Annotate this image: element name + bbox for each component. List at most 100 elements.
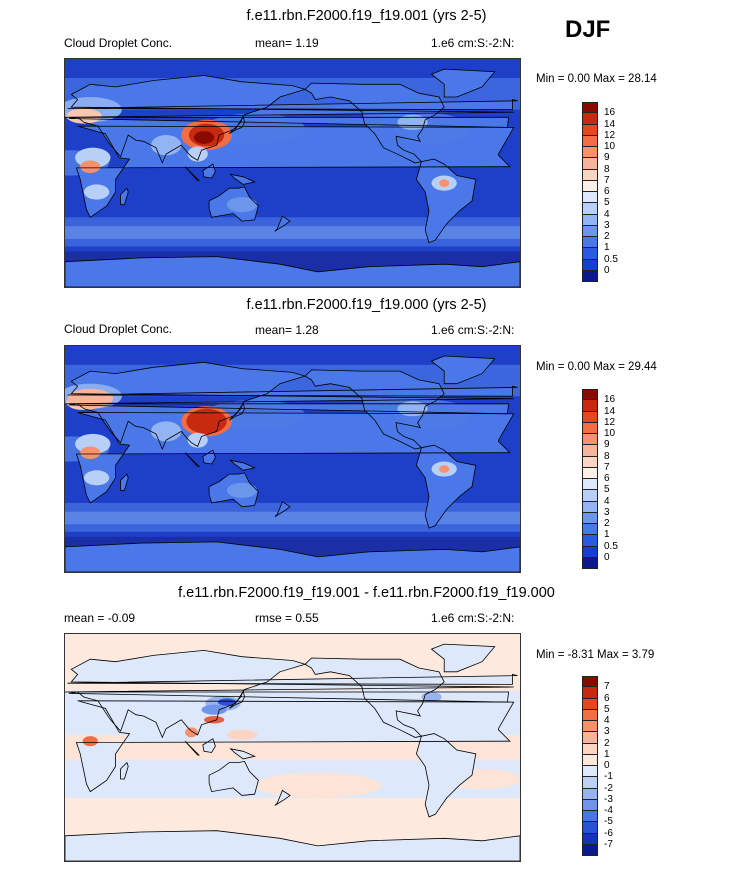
colorbar-label: 5 [604,703,610,715]
colorbar-label: 4 [604,715,610,726]
colorbar-swatch [582,214,598,226]
colorbar-label: 8 [604,163,610,175]
colorbar-swatch [582,811,598,823]
panel1-mean-label: mean= 1.19 [255,36,319,50]
colorbar-label: 6 [604,473,610,484]
colorbar-swatch [582,467,598,479]
colorbar-swatch [582,456,598,468]
colorbar-label: 0 [604,551,610,563]
panel1-minmax: Min = 0.00 Max = 28.14 [536,73,657,85]
colorbar-swatch [582,445,598,457]
panel3-rmse-label: rmse = 0.55 [255,611,319,625]
panel1-colorbar: 16 14 12 10 9 8 7 6 5 4 3 2 1 0.5 0 [582,102,642,282]
colorbar-swatch [582,799,598,811]
colorbar-label: 4 [604,208,610,220]
panel2-units-label: 1.e6 cm:S:-2:N: [431,323,515,337]
colorbar-swatch [582,259,598,271]
colorbar-swatch [582,501,598,513]
colorbar-swatch [582,822,598,834]
colorbar-swatch [582,237,598,249]
colorbar-swatch [582,147,598,159]
colorbar-swatch [582,102,598,114]
colorbar-swatch [582,434,598,446]
panel1-map [64,58,521,288]
colorbar-label: 8 [604,450,610,462]
colorbar-label: 9 [604,152,610,164]
panel2-variable-label: Cloud Droplet Conc. [64,322,173,336]
colorbar-label: 5 [604,484,610,496]
colorbar-label: 9 [604,439,610,451]
colorbar-swatch [582,557,598,569]
panel1-title: f.e11.rbn.F2000.f19_f19.001 (yrs 2-5) [246,8,487,24]
colorbar-swatch [582,270,598,282]
colorbar-swatch [582,766,598,778]
colorbar-label: 2 [604,737,610,749]
colorbar-swatch [582,721,598,733]
colorbar-label: 4 [604,495,610,507]
panel2-mean-label: mean= 1.28 [255,323,319,337]
colorbar-swatch [582,422,598,434]
panel3-colorbar: 7 6 5 4 3 2 1 0 -1 -2 -3 -4 -5 -6 -7 [582,676,642,856]
colorbar-label: -4 [604,805,613,816]
colorbar-label: 1 [604,529,610,541]
colorbar-swatch [582,732,598,744]
colorbar-label: 1 [604,748,610,760]
colorbar-label: -7 [604,838,613,850]
colorbar-swatch [582,135,598,147]
colorbar-swatch [582,113,598,125]
colorbar-swatch [582,169,598,181]
colorbar-label: 12 [604,129,616,141]
colorbar-swatch [582,709,598,721]
colorbar-swatch [582,180,598,192]
colorbar-swatch [582,225,598,237]
colorbar-label: 3 [604,506,610,518]
colorbar-swatch [582,192,598,204]
colorbar-swatch [582,777,598,789]
colorbar-swatch [582,754,598,766]
panel2-map [64,345,521,573]
colorbar-swatch [582,833,598,845]
colorbar-label: 2 [604,231,610,242]
colorbar-label: 0 [604,264,610,276]
panel2-minmax: Min = 0.00 Max = 29.44 [536,361,657,373]
colorbar-label: 2 [604,518,610,529]
colorbar-swatch [582,535,598,547]
panel3-minmax: Min = -8.31 Max = 3.79 [536,649,655,661]
colorbar-swatch [582,248,598,260]
colorbar-swatch [582,687,598,699]
colorbar-swatch [582,676,598,688]
panel3-title: f.e11.rbn.F2000.f19_f19.001 - f.e11.rbn.… [178,585,555,601]
colorbar-label: 0 [604,760,610,771]
colorbar-swatch [582,400,598,412]
colorbar-label: 6 [604,692,610,704]
colorbar-label: 3 [604,219,610,231]
panel2-title: f.e11.rbn.F2000.f19_f19.000 (yrs 2-5) [246,297,487,313]
colorbar-label: -2 [604,782,613,794]
colorbar-label: 10 [604,141,616,152]
colorbar-swatch [582,124,598,136]
colorbar-swatch [582,158,598,170]
colorbar-swatch [582,479,598,491]
colorbar-swatch [582,743,598,755]
panel1-units-label: 1.e6 cm:S:-2:N: [431,36,515,50]
colorbar-swatch [582,844,598,856]
colorbar-label: 3 [604,726,610,738]
colorbar-label: 5 [604,197,610,209]
colorbar-swatch [582,490,598,502]
colorbar-label: -6 [604,827,613,839]
colorbar-label: 7 [604,174,610,186]
colorbar-swatch [582,389,598,401]
colorbar-label: 7 [604,681,610,693]
colorbar-label: 16 [604,394,616,406]
panel2-colorbar: 16 14 12 10 9 8 7 6 5 4 3 2 1 0.5 0 [582,389,642,569]
colorbar-label: -3 [604,793,613,805]
colorbar-swatch [582,524,598,536]
colorbar-swatch [582,788,598,800]
panel1-variable-label: Cloud Droplet Conc. [64,36,173,50]
colorbar-label: 7 [604,461,610,473]
colorbar-label: 6 [604,186,610,197]
panel3-mean-label: mean = -0.09 [64,611,136,625]
colorbar-swatch [582,698,598,710]
colorbar-label: 16 [604,107,616,119]
colorbar-label: 1 [604,242,610,254]
